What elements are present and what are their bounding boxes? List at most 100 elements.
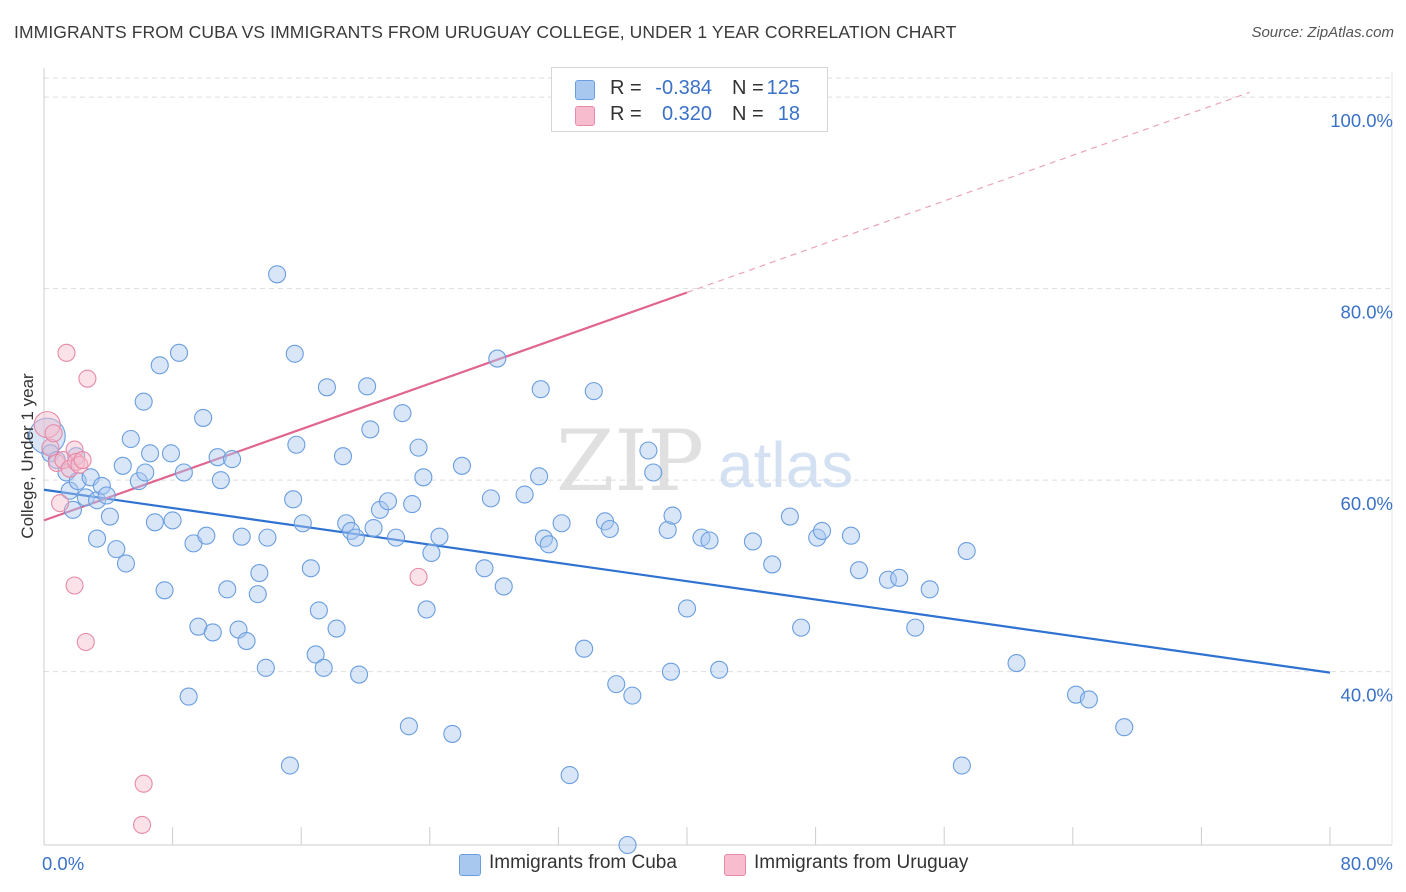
point-cuba	[763, 555, 782, 574]
point-cuba	[452, 456, 472, 475]
chart-title: IMMIGRANTS FROM CUBA VS IMMIGRANTS FROM …	[14, 22, 957, 42]
point-cuba	[952, 756, 971, 775]
point-uruguay	[78, 369, 97, 388]
legend-n-label: N =	[732, 103, 764, 125]
point-cuba	[584, 382, 603, 401]
legend-n-value: 125	[766, 77, 800, 99]
legend-swatch-uruguay	[575, 106, 595, 126]
grid-layer	[44, 72, 1393, 845]
point-cuba	[364, 518, 383, 538]
point-cuba	[121, 429, 140, 449]
point-uruguay	[51, 494, 70, 513]
y-tick-label: 100.0%	[1330, 110, 1393, 131]
legend-n-value: 18	[777, 103, 800, 125]
x-tick-label: 0.0%	[42, 853, 84, 874]
point-cuba	[161, 444, 181, 463]
point-cuba	[575, 639, 594, 658]
point-uruguay	[70, 455, 89, 474]
point-cuba	[386, 528, 406, 547]
bottom-legend-swatch-uruguay	[724, 854, 746, 876]
point-uruguay	[60, 459, 79, 478]
point-cuba	[280, 756, 299, 775]
point-cuba	[284, 490, 303, 509]
point-cuba	[409, 438, 428, 457]
trend-line-uruguay	[43, 291, 688, 522]
point-cuba	[560, 766, 579, 785]
point-cuba	[179, 687, 198, 706]
point-cuba	[141, 444, 160, 463]
point-cuba	[197, 526, 216, 545]
point-cuba	[414, 468, 433, 487]
point-cuba	[1079, 690, 1098, 709]
point-cuba	[145, 513, 164, 532]
point-cuba	[623, 686, 642, 705]
point-cuba	[136, 463, 155, 482]
point-cuba	[677, 599, 697, 618]
point-cuba	[301, 559, 320, 578]
bottom-legend-swatch-cuba	[459, 854, 481, 876]
point-cuba	[113, 456, 132, 475]
point-cuba	[92, 476, 111, 495]
point-cuba	[107, 540, 126, 559]
trend-layer	[43, 91, 1331, 674]
point-uruguay	[33, 411, 61, 439]
legend-row-cuba: R = -0.384 N = 125	[552, 76, 827, 104]
point-cuba	[430, 527, 449, 546]
point-cuba	[1007, 654, 1026, 673]
point-cuba	[841, 526, 861, 545]
point-cuba	[163, 511, 182, 530]
point-cuba	[539, 535, 558, 554]
point-cuba	[700, 531, 719, 550]
bottom-legend-label-uruguay: Immigrants from Uruguay	[754, 852, 969, 873]
point-cuba	[155, 581, 174, 600]
point-cuba	[618, 835, 637, 855]
bottom-legend-label-cuba: Immigrants from Cuba	[489, 852, 677, 873]
point-cuba	[644, 463, 663, 482]
point-cuba	[76, 488, 95, 507]
point-cuba	[208, 448, 227, 467]
watermark: ZIP atlas	[556, 412, 853, 510]
point-cuba	[116, 554, 136, 573]
point-cuba	[812, 521, 832, 540]
point-cuba	[661, 662, 680, 681]
point-uruguay	[65, 576, 84, 595]
y-tick-label: 60.0%	[1341, 493, 1393, 514]
point-cuba	[488, 349, 507, 368]
point-cuba	[346, 528, 365, 547]
point-cuba	[878, 570, 897, 589]
watermark-atlas: atlas	[718, 429, 853, 501]
point-cuba	[211, 471, 230, 490]
point-cuba	[134, 392, 153, 411]
point-cuba	[552, 514, 571, 533]
point-cuba	[327, 619, 346, 638]
point-cuba	[268, 265, 287, 284]
point-cuba	[350, 665, 369, 684]
point-cuba	[87, 529, 107, 548]
point-cuba	[663, 506, 682, 525]
point-cuba	[314, 658, 333, 677]
x-tick-label: 80.0%	[1341, 853, 1393, 874]
point-cuba	[920, 580, 939, 599]
legend-n-label: N =	[732, 77, 764, 99]
point-uruguay	[73, 451, 92, 470]
point-cuba	[97, 486, 116, 505]
legend-r-label: R =	[610, 77, 642, 99]
point-cuba	[658, 520, 677, 540]
point-cuba	[906, 618, 925, 637]
point-cuba	[358, 377, 377, 396]
point-cuba	[250, 564, 269, 583]
point-cuba	[443, 724, 462, 743]
legend-r-label: R =	[610, 103, 642, 125]
y-tick-label: 40.0%	[1341, 685, 1393, 706]
point-cuba	[481, 489, 500, 508]
points-layer	[28, 265, 1134, 855]
point-cuba	[530, 467, 549, 486]
point-cuba	[399, 717, 418, 736]
legend-r-value: -0.384	[655, 77, 712, 99]
point-cuba	[494, 577, 513, 596]
point-cuba	[317, 378, 336, 397]
point-cuba	[174, 463, 193, 482]
point-cuba	[28, 417, 66, 455]
point-cuba	[287, 435, 306, 454]
legend-row-uruguay: R = 0.320 N = 18	[552, 102, 827, 130]
